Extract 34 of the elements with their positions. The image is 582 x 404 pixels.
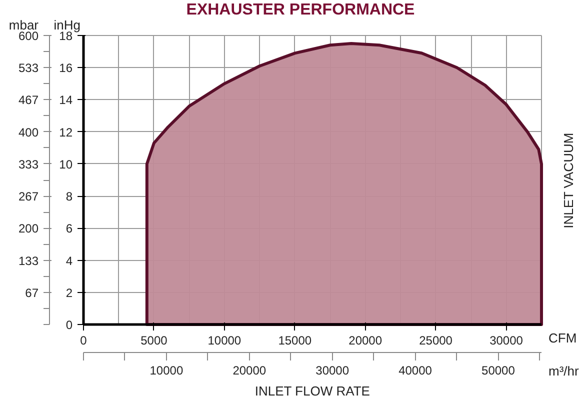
chart-title: EXHAUSTER PERFORMANCE: [186, 2, 416, 18]
x-tick-label: 0: [80, 334, 88, 348]
y2-tick-label: 267: [18, 190, 39, 204]
y-tick-label: 2: [66, 286, 73, 300]
x-tick-label: 5000: [140, 334, 168, 348]
y-tick-label: 14: [59, 93, 73, 108]
y-tick-label: 10: [59, 157, 73, 172]
y2-tick-label: 133: [18, 254, 39, 268]
x2-tick-label: 20000: [232, 364, 266, 378]
x-tick-label: 20000: [348, 334, 382, 348]
x2-tick-label: 50000: [482, 364, 516, 378]
x2-tick-label: 10000: [150, 364, 184, 378]
y-tick-label: 8: [66, 190, 73, 204]
y2-tick-label: 67: [25, 286, 39, 300]
y2-tick-label: 467: [18, 93, 39, 108]
y-tick-label: 12: [59, 125, 73, 140]
y2-tick-label: 400: [18, 125, 39, 140]
y2-tick-label: 533: [18, 61, 39, 76]
x2-tick-label: 40000: [398, 364, 432, 378]
x-tick-label: 10000: [208, 334, 242, 348]
x-axis-title: CFM: [548, 330, 577, 346]
y-tick-label: 6: [66, 222, 73, 236]
x2-tick-label: 30000: [316, 364, 350, 378]
text: INLET FLOW RATE: [254, 384, 370, 398]
x2-axis-title: m³/hr: [548, 364, 580, 378]
x-tick-label: 15000: [278, 334, 312, 348]
y-tick-label: 4: [66, 254, 73, 268]
x-tick-label: 30000: [490, 334, 524, 348]
y2-tick-label: 333: [18, 157, 39, 172]
y2-tick-label: 200: [18, 222, 39, 236]
y-tick-label: 0: [66, 318, 73, 332]
y-tick-label: 16: [59, 61, 73, 76]
x-tick-label: 25000: [419, 334, 453, 348]
text: INLET VACUUM: [561, 132, 576, 228]
